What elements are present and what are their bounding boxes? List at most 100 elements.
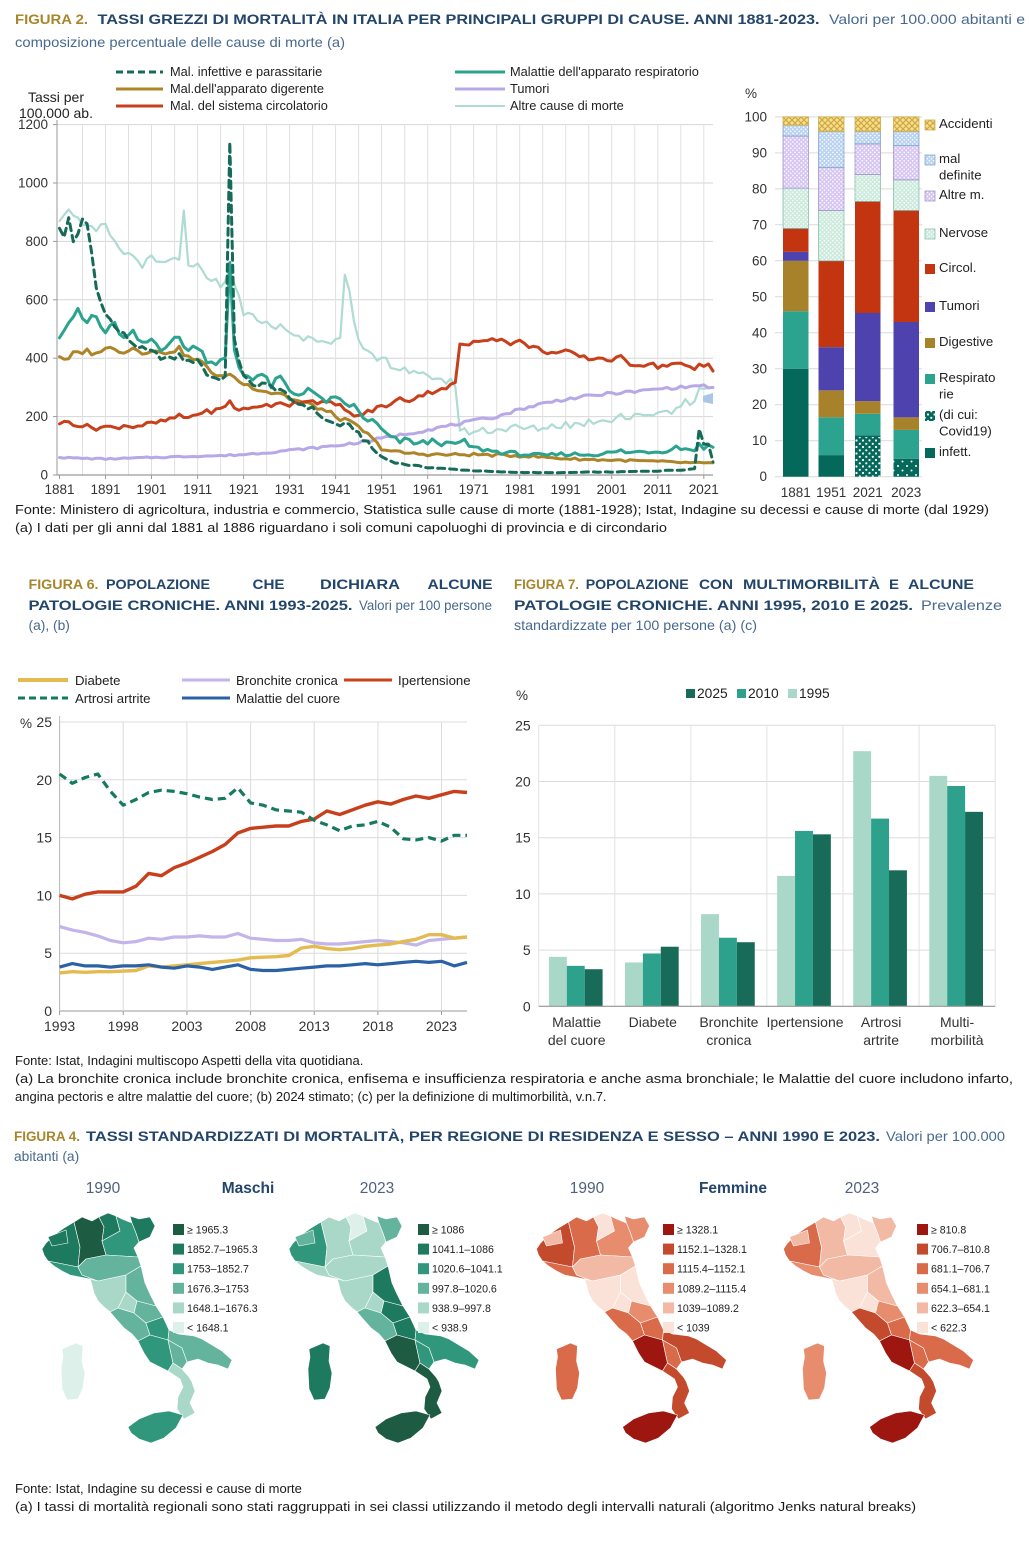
svg-text:1089.2–1115.4: 1089.2–1115.4 [677,1283,746,1295]
svg-text:1911: 1911 [183,482,212,497]
svg-text:25: 25 [515,717,531,733]
svg-text:40: 40 [752,325,767,340]
svg-text:2023: 2023 [426,1018,457,1034]
svg-text:654.1–681.1: 654.1–681.1 [931,1283,990,1295]
svg-text:Mal. del sistema circolatorio: Mal. del sistema circolatorio [170,98,328,113]
svg-text:1941: 1941 [321,482,351,497]
svg-text:PATOLOGIE CRONICHE. ANNI 1995,: PATOLOGIE CRONICHE. ANNI 1995, 2010 E 20… [514,598,913,614]
svg-text:Tumori: Tumori [939,298,980,313]
svg-text:Tassi per: Tassi per [28,89,84,105]
svg-text:1115.4–1152.1: 1115.4–1152.1 [677,1264,745,1276]
svg-text:%: % [745,86,757,101]
svg-text:2001: 2001 [597,482,627,497]
svg-text:2011: 2011 [643,482,672,497]
svg-text:infett.: infett. [939,444,971,459]
svg-text:Fonte: Ministero di agricoltur: Fonte: Ministero di agricoltura, industr… [15,502,989,517]
svg-text:Femmine: Femmine [699,1180,767,1197]
svg-text:1981: 1981 [505,482,535,497]
svg-text:1991: 1991 [551,482,581,497]
svg-text:0: 0 [40,468,48,483]
svg-text:10: 10 [515,886,531,902]
svg-text:1931: 1931 [275,482,305,497]
svg-text:< 938.9: < 938.9 [432,1323,468,1335]
svg-text:Circol.: Circol. [939,260,976,275]
svg-text:1993: 1993 [44,1018,75,1034]
svg-text:CON: CON [699,577,733,593]
svg-text:30: 30 [752,361,767,376]
svg-text:Bronchite: Bronchite [699,1014,758,1030]
svg-text:1200: 1200 [18,117,48,132]
svg-text:1951: 1951 [816,485,846,500]
svg-text:1041.1–1086: 1041.1–1086 [432,1244,494,1256]
svg-text:Mal.dell'apparato digerente: Mal.dell'apparato digerente [170,81,324,96]
svg-text:Artrosi: Artrosi [861,1014,901,1030]
svg-text:FIGURA 4.: FIGURA 4. [14,1129,80,1145]
svg-text:Valori per 100 persone: Valori per 100 persone [359,598,492,613]
svg-text:50: 50 [752,289,767,304]
svg-text:70: 70 [752,217,767,232]
svg-text:ALCUNE: ALCUNE [908,577,974,593]
svg-text:2023: 2023 [360,1180,394,1197]
svg-text:abitanti (a): abitanti (a) [14,1149,79,1164]
svg-text:2018: 2018 [362,1018,393,1034]
svg-text:POPOLAZIONE: POPOLAZIONE [106,577,210,593]
svg-text:POPOLAZIONE: POPOLAZIONE [586,577,689,593]
svg-text:15: 15 [515,830,531,846]
svg-text:Valori per 100.000 abitanti e: Valori per 100.000 abitanti e [829,12,1025,27]
svg-text:rie: rie [939,387,954,402]
svg-text:%: % [516,688,528,703]
svg-text:%: % [20,716,32,731]
svg-text:200: 200 [25,409,48,424]
svg-text:Multi-: Multi- [940,1014,975,1030]
svg-text:E: E [889,577,899,593]
svg-text:100.000 ab.: 100.000 ab. [19,105,93,121]
svg-text:Valori per 100.000: Valori per 100.000 [886,1129,1005,1144]
svg-text:2010: 2010 [748,686,779,701]
svg-text:80: 80 [752,181,767,196]
svg-text:morbilità: morbilità [931,1032,984,1048]
svg-text:1020.6–1041.1: 1020.6–1041.1 [432,1264,503,1276]
svg-text:1753–1852.7: 1753–1852.7 [187,1264,249,1276]
svg-text:2003: 2003 [171,1018,202,1034]
svg-text:0: 0 [44,1003,52,1019]
svg-text:2021: 2021 [689,482,719,497]
svg-text:1152.1–1328.1: 1152.1–1328.1 [677,1244,747,1256]
svg-text:60: 60 [752,253,767,268]
svg-text:10: 10 [36,887,52,903]
svg-text:1998: 1998 [108,1018,139,1034]
svg-text:5: 5 [44,945,52,961]
svg-text:Artrosi artrite: Artrosi artrite [75,691,150,706]
svg-text:MULTIMORBILITÀ: MULTIMORBILITÀ [743,576,880,593]
svg-text:622.3–654.1: 622.3–654.1 [931,1303,990,1315]
svg-text:20: 20 [752,397,767,412]
svg-text:1901: 1901 [136,482,166,497]
svg-text:TASSI STANDARDIZZATI DI MORTAL: TASSI STANDARDIZZATI DI MORTALITÀ, PER R… [86,1128,880,1145]
svg-text:cronica: cronica [706,1032,751,1048]
svg-text:100: 100 [744,109,767,124]
svg-text:400: 400 [25,351,48,366]
svg-text:Malattie: Malattie [552,1014,601,1030]
svg-text:1995: 1995 [799,686,830,701]
svg-text:1000: 1000 [18,176,48,191]
svg-text:1039–1089.2: 1039–1089.2 [677,1303,739,1315]
svg-text:Diabete: Diabete [75,673,120,688]
svg-text:Prevalenze: Prevalenze [921,598,1002,613]
svg-text:(a) I dati per gli anni dal 18: (a) I dati per gli anni dal 1881 al 1886… [15,520,667,535]
svg-text:Covid19): Covid19) [939,424,992,439]
svg-text:standardizzate per 100 persone: standardizzate per 100 persone (a) (c) [514,618,757,633]
svg-text:definite: definite [939,168,982,183]
svg-text:Mal. infettive e parassitarie: Mal. infettive e parassitarie [170,64,322,79]
svg-text:Ipertensione: Ipertensione [398,673,471,688]
svg-text:FIGURA 7.: FIGURA 7. [514,577,579,593]
svg-text:≥ 1086: ≥ 1086 [432,1225,464,1237]
svg-text:Ipertensione: Ipertensione [766,1014,843,1030]
svg-text:1891: 1891 [90,482,120,497]
svg-text:938.9–997.8: 938.9–997.8 [432,1303,491,1315]
svg-text:ALCUNE: ALCUNE [428,577,493,593]
svg-text:< 622.3: < 622.3 [931,1323,967,1335]
svg-text:Malattie del cuore: Malattie del cuore [236,691,340,706]
svg-text:DICHIARA: DICHIARA [320,577,400,593]
svg-text:2008: 2008 [235,1018,266,1034]
svg-text:1990: 1990 [570,1180,605,1197]
svg-text:TASSI GREZZI DI MORTALITÀ IN I: TASSI GREZZI DI MORTALITÀ IN ITALIA PER … [98,11,820,28]
